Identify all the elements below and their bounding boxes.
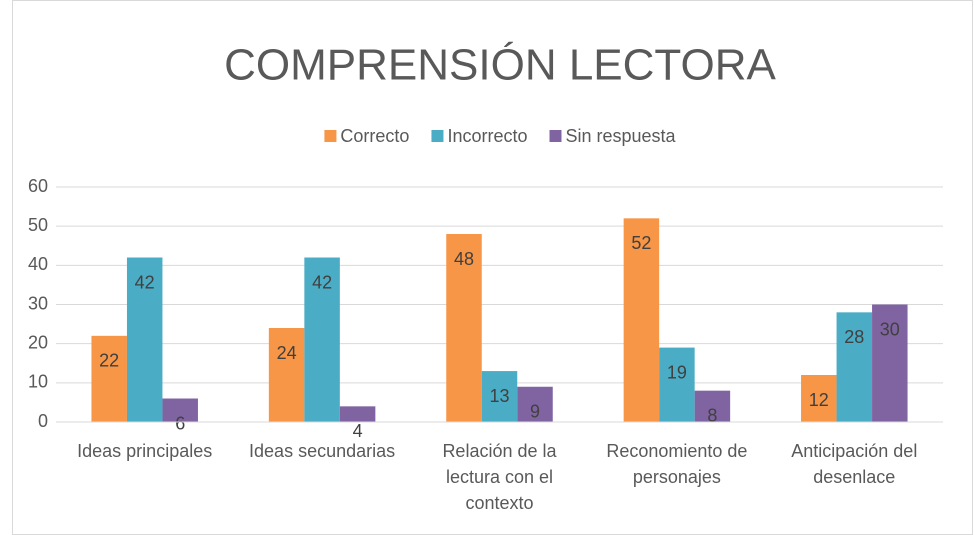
legend-item: Correcto bbox=[324, 126, 409, 146]
data-label: 30 bbox=[880, 319, 900, 339]
data-label: 24 bbox=[277, 343, 297, 363]
bar bbox=[304, 257, 340, 422]
y-tick-label: 30 bbox=[28, 293, 48, 313]
data-label: 13 bbox=[489, 386, 509, 406]
data-label: 42 bbox=[312, 272, 332, 292]
bar bbox=[481, 371, 518, 422]
legend: Correcto Incorrecto Sin respuesta bbox=[324, 126, 677, 146]
y-tick-label: 0 bbox=[38, 411, 48, 431]
bar bbox=[162, 398, 198, 422]
bar bbox=[268, 328, 305, 422]
x-tick-label: Anticipación del desenlace bbox=[791, 441, 918, 487]
x-tick-label: Relación de la lectura con el contexto bbox=[442, 441, 557, 513]
bar bbox=[801, 375, 837, 422]
legend-item: Incorrecto bbox=[431, 126, 528, 146]
bar bbox=[517, 386, 553, 422]
data-label: 8 bbox=[707, 405, 717, 425]
legend-swatch bbox=[431, 130, 444, 142]
y-tick-label: 10 bbox=[28, 372, 48, 392]
x-tick-label: Ideas secundarias bbox=[249, 441, 396, 461]
x-tick-label-box: Reconomiento de personajes bbox=[606, 441, 748, 487]
legend-item: Sin respuesta bbox=[549, 126, 677, 146]
bar bbox=[694, 390, 731, 422]
data-label: 9 bbox=[530, 402, 540, 422]
y-tick-label: 40 bbox=[28, 254, 48, 274]
data-label: 22 bbox=[99, 351, 119, 371]
legend-swatch bbox=[324, 130, 337, 142]
bar bbox=[659, 347, 695, 422]
x-tick-label: Reconomiento de personajes bbox=[606, 441, 748, 487]
data-label: 28 bbox=[844, 327, 864, 347]
x-tick-label-box: Relación de la lectura con el contexto bbox=[442, 441, 557, 513]
data-label: 52 bbox=[631, 233, 651, 253]
y-tick-label: 60 bbox=[28, 176, 48, 196]
legend-label: Incorrecto bbox=[447, 126, 527, 146]
data-label: 42 bbox=[135, 272, 155, 292]
bar bbox=[91, 335, 127, 422]
y-tick-label: 50 bbox=[28, 215, 48, 235]
bar bbox=[339, 406, 376, 422]
bar bbox=[446, 234, 482, 422]
bar bbox=[126, 257, 163, 422]
bar bbox=[836, 312, 873, 422]
x-tick-label-box: Ideas secundarias bbox=[249, 441, 396, 461]
chart-title: COMPRENSIÓN LECTORA bbox=[224, 41, 776, 90]
bar bbox=[872, 304, 908, 422]
bar bbox=[623, 218, 660, 422]
y-tick-label: 20 bbox=[28, 332, 48, 352]
x-tick-label: Ideas principales bbox=[77, 441, 213, 461]
legend-swatch bbox=[549, 130, 562, 142]
legend-label: Correcto bbox=[340, 126, 409, 146]
data-label: 4 bbox=[353, 421, 363, 441]
x-tick-label-box: Anticipación del desenlace bbox=[791, 441, 918, 487]
data-label: 19 bbox=[667, 362, 687, 382]
data-label: 48 bbox=[454, 249, 474, 269]
data-label: 12 bbox=[809, 390, 829, 410]
data-label: 6 bbox=[175, 413, 185, 433]
x-tick-label-box: Ideas principales bbox=[77, 441, 213, 461]
legend-label: Sin respuesta bbox=[566, 126, 677, 146]
chart-border bbox=[12, 0, 973, 535]
